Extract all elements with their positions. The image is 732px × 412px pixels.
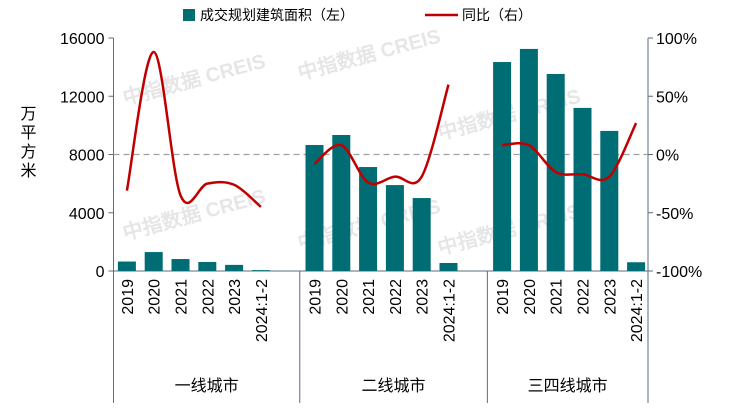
x-tick-label: 2023 (415, 279, 432, 315)
x-tick-label: 2020 (522, 279, 539, 315)
group-label: 二线城市 (362, 377, 426, 395)
y-tick-label-right: 50% (656, 89, 688, 106)
x-tick-label: 2022 (576, 279, 593, 315)
x-axis-labels: 2019 2020 2021 2022 2023 2024:1-2 一线城市 2019 2020… (120, 279, 646, 395)
bar (627, 262, 646, 271)
x-tick-label: 2019 (495, 279, 512, 315)
x-tick-label: 2022 (388, 279, 405, 315)
x-tick-label: 2023 (227, 279, 244, 315)
bar (332, 134, 351, 271)
group-label: 一线城市 (175, 377, 239, 395)
yoy-line-2 (313, 84, 450, 186)
bar (385, 185, 404, 271)
bar (600, 130, 619, 271)
bar (573, 107, 592, 272)
y-tick-label-left: 8000 (69, 148, 105, 165)
x-tick-label: 2024:1-2 (629, 279, 646, 342)
bar (171, 259, 190, 271)
legend-bar-swatch (183, 9, 195, 21)
legend-bar-label: 成交规划建筑面积（左） (200, 7, 354, 23)
group-label: 三四线城市 (528, 377, 608, 395)
x-tick-label: 2023 (602, 279, 619, 315)
x-tick-label: 2021 (549, 279, 566, 315)
legend-line-label: 同比（右） (462, 7, 532, 23)
bar (117, 261, 136, 271)
x-tick-label: 2020 (147, 279, 164, 315)
y-tick-label-left: 4000 (69, 206, 105, 223)
y-tick-label-right: 100% (656, 31, 697, 48)
bar (439, 262, 458, 271)
watermark: 中指数据 CREIS (120, 49, 268, 110)
x-tick-label: 2021 (361, 279, 378, 315)
yoy-line-3 (502, 122, 638, 182)
yoy-lines (125, 50, 638, 208)
legend: 成交规划建筑面积（左） 同比（右） (183, 7, 532, 23)
y-axis-left-label: 万平方米 (18, 105, 37, 181)
bar (493, 62, 512, 272)
bar (225, 264, 244, 271)
x-tick-label: 2019 (308, 279, 325, 315)
bar (412, 198, 431, 271)
y-tick-label-right: -50% (656, 206, 693, 223)
y-tick-label-left: 16000 (60, 31, 105, 48)
bar (359, 167, 378, 271)
yoy-line-1 (125, 50, 262, 208)
bar (251, 270, 270, 271)
y-tick-label-right: 0% (656, 148, 679, 165)
y-tick-label-right: -100% (656, 264, 702, 281)
x-tick-label: 2019 (120, 279, 137, 315)
x-tick-label: 2024:1-2 (442, 279, 459, 342)
x-tick-label: 2024:1-2 (254, 279, 271, 342)
bar (519, 48, 538, 271)
x-tick-label: 2020 (334, 279, 351, 315)
bar (198, 261, 217, 271)
y-tick-label-left: 0 (96, 264, 105, 281)
x-tick-label: 2022 (200, 279, 217, 315)
x-tick-label: 2021 (174, 279, 191, 315)
bar (144, 252, 163, 271)
bar (305, 145, 324, 271)
y-tick-label-left: 12000 (60, 89, 105, 106)
watermark: 中指数据 CREIS (295, 24, 443, 85)
